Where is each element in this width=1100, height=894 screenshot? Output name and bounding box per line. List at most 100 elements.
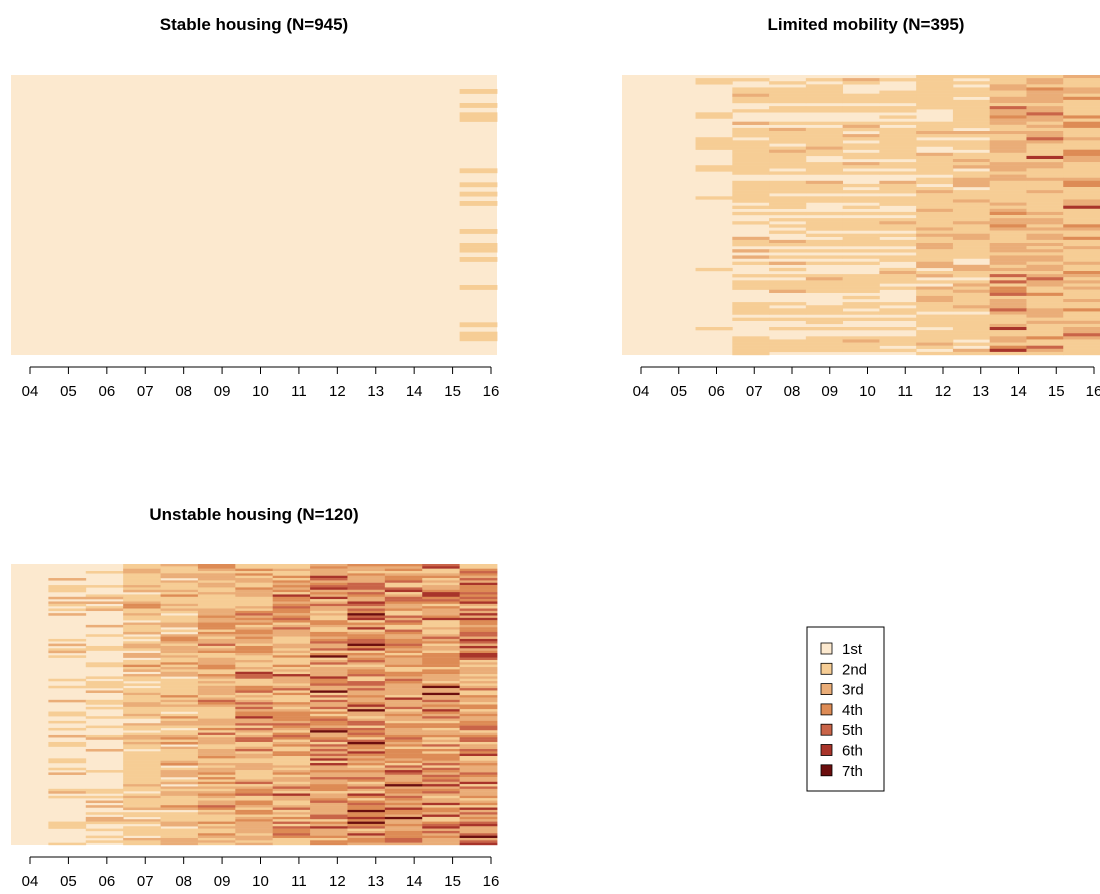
sequence-cell	[85, 791, 124, 794]
sequence-cell	[123, 737, 161, 740]
sequence-cell	[310, 777, 348, 780]
sequence-cell	[459, 645, 498, 649]
sequence-cell	[123, 711, 161, 715]
sequence-cell	[1063, 264, 1100, 269]
sequence-cell	[805, 239, 844, 244]
sequence-cell	[160, 795, 199, 799]
sequence-cell	[459, 823, 498, 827]
sequence-cell	[1063, 239, 1100, 244]
sequence-cell	[916, 305, 954, 309]
sequence-cell	[235, 643, 274, 647]
sequence-cell	[123, 777, 161, 780]
sequence-cell	[805, 127, 844, 132]
sequence-cell	[347, 793, 386, 797]
sequence-cell	[769, 106, 807, 110]
legend-swatch-4th	[820, 703, 833, 716]
sequence-cell	[916, 258, 954, 262]
sequence-cell	[459, 191, 498, 197]
sequence-cell	[459, 816, 498, 820]
sequence-cell	[422, 702, 461, 705]
sequence-cell	[459, 648, 498, 651]
sequence-cell	[952, 295, 991, 300]
sequence-cell	[989, 118, 1027, 122]
sequence-cell	[989, 146, 1027, 150]
sequence-cell	[272, 592, 311, 595]
sequence-cell	[769, 137, 807, 141]
sequence-cell	[310, 758, 348, 761]
sequence-cell	[1063, 314, 1100, 318]
sequence-cell	[272, 603, 311, 607]
sequence-cell	[384, 606, 423, 609]
sequence-cell	[123, 603, 161, 607]
sequence-cell	[422, 805, 461, 808]
sequence-cell	[235, 732, 274, 736]
sequence-cell	[123, 699, 161, 703]
sequence-cell	[1026, 283, 1064, 287]
sequence-cell	[272, 840, 311, 843]
sequence-cell	[769, 171, 807, 175]
sequence-cell	[952, 280, 991, 284]
sequence-cell	[310, 594, 348, 597]
sequence-cell	[310, 751, 348, 754]
sequence-cell	[235, 821, 274, 825]
sequence-cell	[160, 756, 199, 759]
sequence-cell	[310, 636, 348, 640]
sequence-cell	[123, 798, 161, 801]
sequence-cell	[123, 716, 161, 719]
sequence-cell	[732, 162, 770, 166]
sequence-cell	[272, 629, 311, 633]
sequence-cell	[347, 833, 386, 836]
sequence-cell	[310, 643, 348, 647]
sequence-cell	[123, 582, 161, 586]
sequence-cell	[879, 227, 917, 231]
sequence-cell	[1063, 171, 1100, 175]
sequence-cell	[48, 795, 87, 799]
sequence-cell	[160, 730, 199, 733]
sequence-cell	[842, 218, 880, 222]
sequence-cell	[422, 772, 461, 775]
sequence-cell	[160, 587, 199, 590]
sequence-plot-limited-mobility	[622, 75, 1100, 356]
sequence-cell	[123, 610, 161, 614]
sequence-cell	[805, 224, 844, 228]
sequence-cell	[384, 664, 423, 668]
sequence-cell	[732, 243, 770, 247]
sequence-cell	[1026, 308, 1064, 312]
sequence-cell	[123, 652, 161, 656]
sequence-cell	[384, 660, 423, 663]
sequence-cell	[769, 339, 807, 343]
sequence-cell	[459, 758, 498, 761]
sequence-cell	[347, 568, 386, 572]
sequence-cell	[842, 289, 880, 293]
sequence-cell	[842, 295, 880, 300]
sequence-cell	[123, 655, 161, 658]
sequence-cell	[916, 345, 954, 349]
sequence-cell	[235, 753, 274, 757]
sequence-cell	[769, 180, 807, 185]
sequence-cell	[916, 177, 954, 181]
sequence-cell	[310, 655, 348, 658]
sequence-cell	[197, 571, 236, 574]
sequence-cell	[197, 746, 236, 750]
sequence-cell	[197, 631, 236, 635]
legend-label-6th: 6th	[842, 743, 863, 760]
sequence-cell	[384, 582, 423, 586]
sequence-cell	[459, 331, 498, 337]
sequence-cell	[1063, 295, 1100, 300]
sequence-cell	[732, 146, 770, 150]
sequence-cell	[160, 685, 199, 689]
sequence-cell	[1063, 286, 1100, 290]
sequence-cell	[459, 772, 498, 775]
sequence-cell	[123, 814, 161, 818]
x-tick-label: 06	[708, 383, 725, 400]
sequence-cell	[842, 127, 880, 132]
sequence-cell	[695, 143, 733, 147]
sequence-cell	[989, 124, 1027, 129]
sequence-cell	[235, 580, 274, 583]
sequence-cell	[422, 674, 461, 677]
sequence-cell	[85, 805, 124, 808]
sequence-cell	[1063, 75, 1100, 79]
sequence-cell	[347, 709, 386, 712]
sequence-cell	[123, 772, 161, 775]
sequence-cell	[459, 610, 498, 614]
